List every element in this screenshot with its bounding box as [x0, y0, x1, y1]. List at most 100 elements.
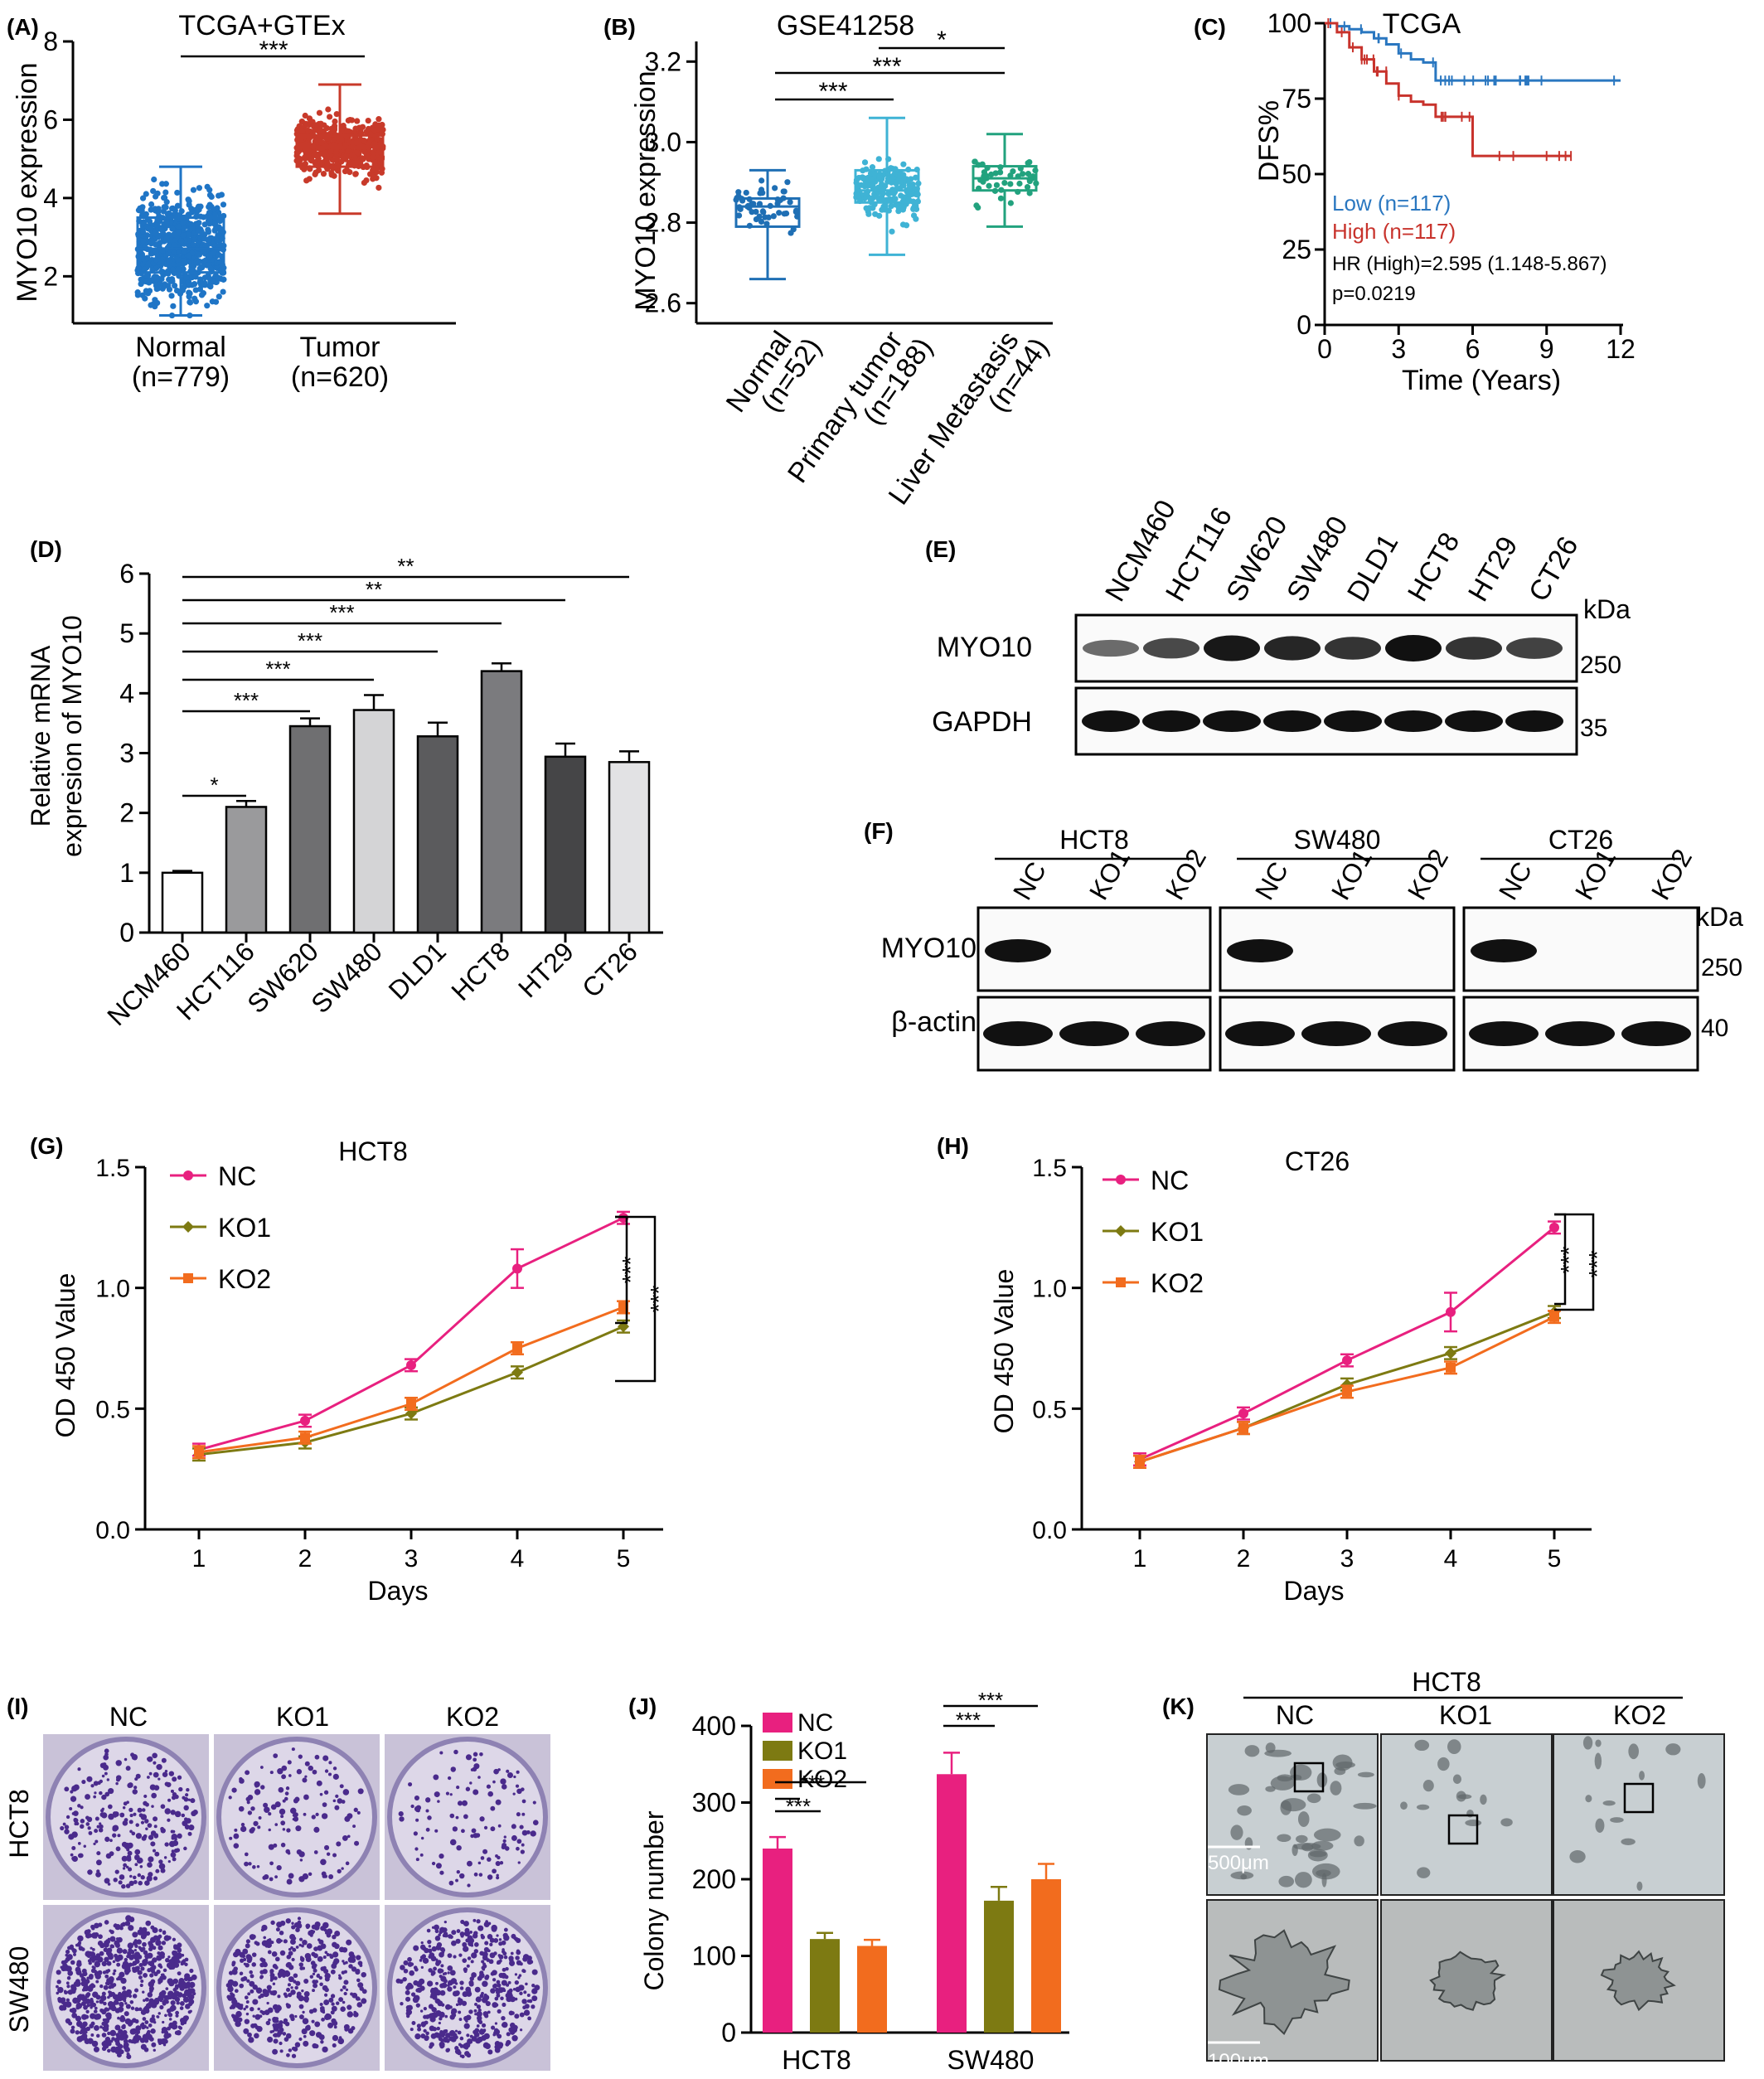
panel-i-colony: [231, 1787, 236, 1792]
panel-b-point: [910, 206, 916, 212]
panel-i-colony: [480, 2028, 483, 2032]
panel-i-colony: [143, 2017, 147, 2021]
panel-i-colony: [502, 1951, 506, 1955]
panel-i-colony: [496, 1861, 501, 1866]
panel-i-colony: [70, 1960, 75, 1965]
panel-a-point: [327, 114, 332, 119]
panel-i-colony: [482, 1963, 486, 1966]
panel-c-ytick-label-0: 0: [1296, 310, 1311, 340]
panel-i-colony: [253, 1821, 258, 1826]
panel-i-colony: [111, 1945, 114, 1948]
panel-i-colony: [126, 1800, 129, 1804]
panel-h-title: CT26: [1285, 1146, 1350, 1176]
panel-i-colony: [182, 1959, 186, 1962]
panel-i-colony: [264, 1874, 269, 1879]
panel-a-point: [321, 171, 327, 177]
panel-i-colony: [496, 1934, 498, 1936]
panel-i-colony: [74, 1998, 79, 2003]
panel-i-colony: [250, 1974, 254, 1978]
panel-i-colony: [274, 1875, 278, 1878]
panel-i-colony: [107, 1961, 112, 1966]
panel-j-ytick-label-0: 0: [721, 2018, 736, 2048]
panel-i-colony: [405, 1990, 410, 1995]
panel-i-colony: [335, 1795, 338, 1798]
panel-a-point: [325, 106, 331, 112]
panel-i-colony: [301, 1959, 304, 1962]
panel-j-bar-HCT8-NC: [763, 1849, 792, 2033]
panel-f-band-actin: [1621, 1021, 1691, 1046]
panel-b-point: [892, 196, 898, 201]
panel-i-colony: [303, 1813, 307, 1816]
panel-i-colony: [250, 1806, 254, 1810]
panel-i-colony: [312, 1989, 315, 1992]
panel-i-colony: [468, 1956, 472, 1960]
panel-a-ytick-label-0: 2: [43, 261, 58, 291]
panel-i-colony: [287, 1879, 293, 1885]
panel-c-legend-low: Low (n=117): [1332, 191, 1451, 216]
panel-i-colony: [255, 1791, 259, 1796]
panel-i-colony: [108, 1953, 114, 1959]
panel-a-n-tumor: (n=620): [291, 361, 389, 393]
panel-a-point: [207, 284, 213, 289]
panel-a-group-tumor: Tumor: [300, 332, 380, 363]
panel-k-spheroid: [1322, 1873, 1327, 1888]
panel-i-colony: [280, 1815, 284, 1818]
panel-h-sig-1: ***: [1556, 1247, 1582, 1274]
panel-i-colony: [487, 1857, 492, 1862]
panel-i-colony: [505, 1846, 510, 1851]
panel-i-colony: [107, 2042, 112, 2047]
panel-i-colony: [269, 1938, 271, 1941]
panel-f-marker-40: 40: [1701, 1015, 1728, 1042]
panel-i-colony: [284, 1939, 288, 1943]
panel-h-letter: (H): [937, 1133, 969, 1159]
panel-i-colony: [492, 1984, 497, 1989]
panel-i-colony: [250, 2007, 254, 2011]
panel-i-colony: [117, 1937, 123, 1943]
panel-i-colony: [315, 1813, 318, 1816]
panel-i-colony: [56, 1992, 60, 1995]
panel-i-colony: [526, 1830, 531, 1834]
panel-c-legend-high: High (n=117): [1332, 219, 1456, 244]
panel-i-colony: [437, 1999, 440, 2003]
panel-h-marker-KO2: [1135, 1456, 1145, 1466]
panel-i-colony: [99, 1984, 103, 1988]
panel-i-colony: [440, 1964, 443, 1967]
panel-i-colony: [113, 1960, 116, 1964]
panel-i-colony: [81, 2014, 87, 2020]
panel-i-colony: [322, 1874, 327, 1878]
panel-f-letter: (F): [864, 818, 894, 844]
panel-d-xlabel-SW620: SW620: [241, 936, 324, 1019]
panel-i-colony: [170, 1967, 173, 1970]
panel-g-legend-marker: [182, 1221, 194, 1233]
panel-i-colony: [76, 2003, 83, 2009]
panel-e-band-gapdh: [1203, 710, 1261, 732]
panel-a-ytick-label-1: 4: [43, 183, 58, 213]
panel-d-xlabel-SW480: SW480: [305, 936, 388, 1019]
panel-i-colony: [191, 1810, 196, 1816]
panel-i-colony: [146, 1922, 151, 1926]
panel-a-point: [329, 126, 335, 132]
panel-i-colony: [81, 2033, 87, 2039]
panel-d-bar-NCM460: [162, 873, 202, 933]
panel-a-point: [187, 198, 192, 204]
panel-i-colony: [74, 1822, 77, 1825]
panel-k-letter: (K): [1162, 1694, 1195, 1719]
panel-i-colony: [308, 1873, 312, 1876]
panel-i-colony: [324, 1951, 327, 1954]
panel-i-colony: [477, 2004, 481, 2009]
panel-i-colony: [500, 1996, 504, 2000]
panel-i-colony: [162, 1758, 167, 1763]
panel-b-point: [1008, 200, 1014, 206]
panel-i-colony: [164, 1842, 168, 1846]
panel-i-colony: [312, 1815, 316, 1819]
panel-i-colony: [359, 1964, 362, 1967]
panel-i-colony: [162, 1931, 167, 1935]
panel-j-group-sw480: SW480: [947, 2045, 1035, 2075]
panel-i-colony: [420, 1854, 424, 1857]
panel-i-colony: [317, 1781, 322, 1786]
panel-i-colony: [159, 1863, 166, 1870]
panel-i-colony: [133, 1789, 138, 1794]
panel-i-colony: [272, 2030, 274, 2033]
panel-i-colony: [143, 1973, 148, 1978]
panel-i-colony: [298, 1921, 302, 1925]
